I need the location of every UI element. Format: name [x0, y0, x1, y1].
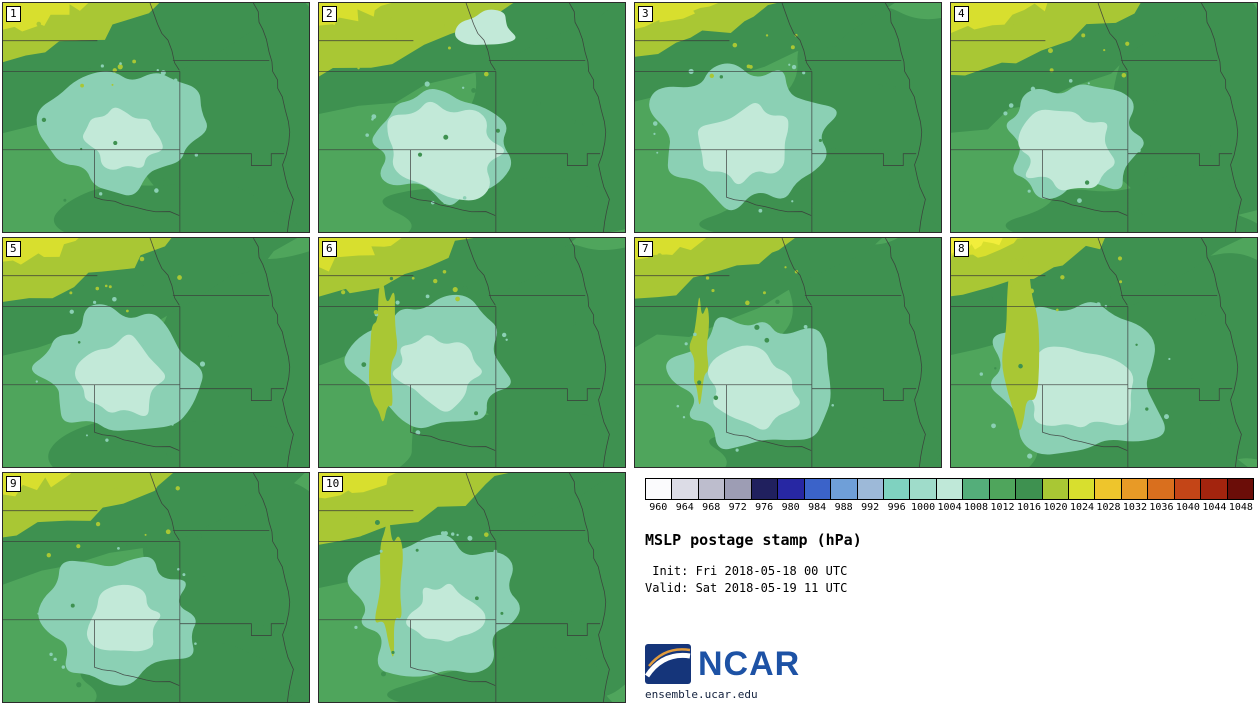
colorbar-cell: [831, 479, 858, 499]
mslp-map: [951, 3, 1257, 232]
colorbar-tick-label: 1008: [964, 502, 989, 513]
panel-number-badge: 1: [6, 6, 21, 22]
colorbar-tick-label: 1012: [990, 502, 1015, 513]
site-url: ensemble.ucar.edu: [645, 688, 758, 701]
colorbar-tick-label: 972: [728, 502, 747, 513]
colorbar-cell: [646, 479, 673, 499]
ensemble-member-panel: 6: [318, 237, 626, 468]
mslp-map: [635, 3, 941, 232]
colorbar-tick-label: 984: [808, 502, 827, 513]
colorbar-cell: [751, 479, 779, 499]
colorbar-cell: [1201, 479, 1228, 499]
colorbar-tick-label: 1032: [1122, 502, 1147, 513]
ncar-logo-icon: [645, 644, 691, 684]
panel-number-badge: 7: [638, 241, 653, 257]
colorbar-cell: [725, 479, 752, 499]
colorbar-cell: [963, 479, 990, 499]
colorbar-cell: [1227, 479, 1254, 499]
ensemble-member-panel: 3: [634, 2, 942, 233]
ensemble-member-panel: 1: [2, 2, 310, 233]
colorbar-tick-label: 1024: [1069, 502, 1095, 513]
colorbar-cell: [883, 479, 911, 499]
colorbar-tick-label: 1004: [937, 502, 962, 513]
colorbar-cell: [1069, 479, 1096, 499]
colorbar-tick-label: 1000: [911, 502, 936, 513]
colorbar-tick-label: 960: [649, 502, 668, 513]
mslp-map: [319, 238, 625, 467]
colorbar-cell: [1121, 479, 1149, 499]
ncar-brand: NCAR: [645, 644, 800, 684]
colorbar-tick-label: 988: [834, 502, 853, 513]
colorbar-cell: [936, 479, 964, 499]
colorbar-cell: [698, 479, 726, 499]
ensemble-member-panel: 5: [2, 237, 310, 468]
colorbar-tick-label: 1020: [1043, 502, 1068, 513]
panel-number-badge: 6: [322, 241, 337, 257]
ncar-logo-text: NCAR: [698, 644, 801, 683]
panel-number-badge: 4: [954, 6, 969, 22]
panel-number-badge: 8: [954, 241, 969, 257]
colorbar-cell: [804, 479, 832, 499]
product-title: MSLP postage stamp (hPa): [645, 531, 862, 549]
mslp-map: [3, 238, 309, 467]
colorbar-cell: [910, 479, 937, 499]
colorbar-cell: [1016, 479, 1043, 499]
ensemble-member-panel: 8: [950, 237, 1258, 468]
colorbar-cell: [1042, 479, 1069, 499]
ensemble-member-panel: 9: [2, 472, 310, 703]
colorbar-tick-label: 996: [887, 502, 906, 513]
ensemble-member-panel: 7: [634, 237, 942, 468]
init-time: Init: Fri 2018-05-18 00 UTC: [645, 564, 848, 578]
mslp-map: [635, 238, 941, 467]
colorbar-tick-label: 1044: [1202, 502, 1227, 513]
colorbar-tick-row: 960 964 968 972 976 980 984 988 992 996 1000 1004 10…: [645, 502, 1254, 513]
colorbar-tick-label: 976: [755, 502, 774, 513]
colorbar-tick-label: 980: [781, 502, 800, 513]
colorbar-cell: [989, 479, 1017, 499]
colorbar-tick-label: 968: [702, 502, 721, 513]
colorbar-cell: [672, 479, 699, 499]
colorbar-tick-label: 1040: [1175, 502, 1200, 513]
colorbar-tick-label: 964: [675, 502, 694, 513]
panel-number-badge: 2: [322, 6, 337, 22]
panel-number-badge: 3: [638, 6, 653, 22]
ensemble-member-panel: 4: [950, 2, 1258, 233]
panel-number-badge: 5: [6, 241, 21, 257]
valid-time: Valid: Sat 2018-05-19 11 UTC: [645, 581, 848, 595]
colorbar-tick-label: 1028: [1096, 502, 1121, 513]
colorbar-cell: [857, 479, 884, 499]
colorbar-tick-label: 992: [861, 502, 880, 513]
colorbar-cell: [1095, 479, 1122, 499]
ensemble-member-panel: 10: [318, 472, 626, 703]
colorbar-tick-label: 1016: [1016, 502, 1042, 513]
panel-number-badge: 9: [6, 476, 21, 492]
mslp-map: [3, 473, 309, 702]
colorbar: [645, 478, 1254, 500]
mslp-map: [951, 238, 1257, 467]
panel-number-badge: 10: [322, 476, 344, 492]
ensemble-member-panel: 2: [318, 2, 626, 233]
mslp-map: [319, 473, 625, 702]
colorbar-cell: [1174, 479, 1202, 499]
legend-block: 960 964 968 972 976 980 984 988 992 996 1000 1004 10…: [634, 472, 1260, 703]
colorbar-cell: [778, 479, 805, 499]
colorbar-tick-label: 1048: [1228, 502, 1253, 513]
mslp-map: [3, 3, 309, 232]
mslp-map: [319, 3, 625, 232]
colorbar-tick-label: 1036: [1149, 502, 1174, 513]
colorbar-cell: [1148, 479, 1175, 499]
